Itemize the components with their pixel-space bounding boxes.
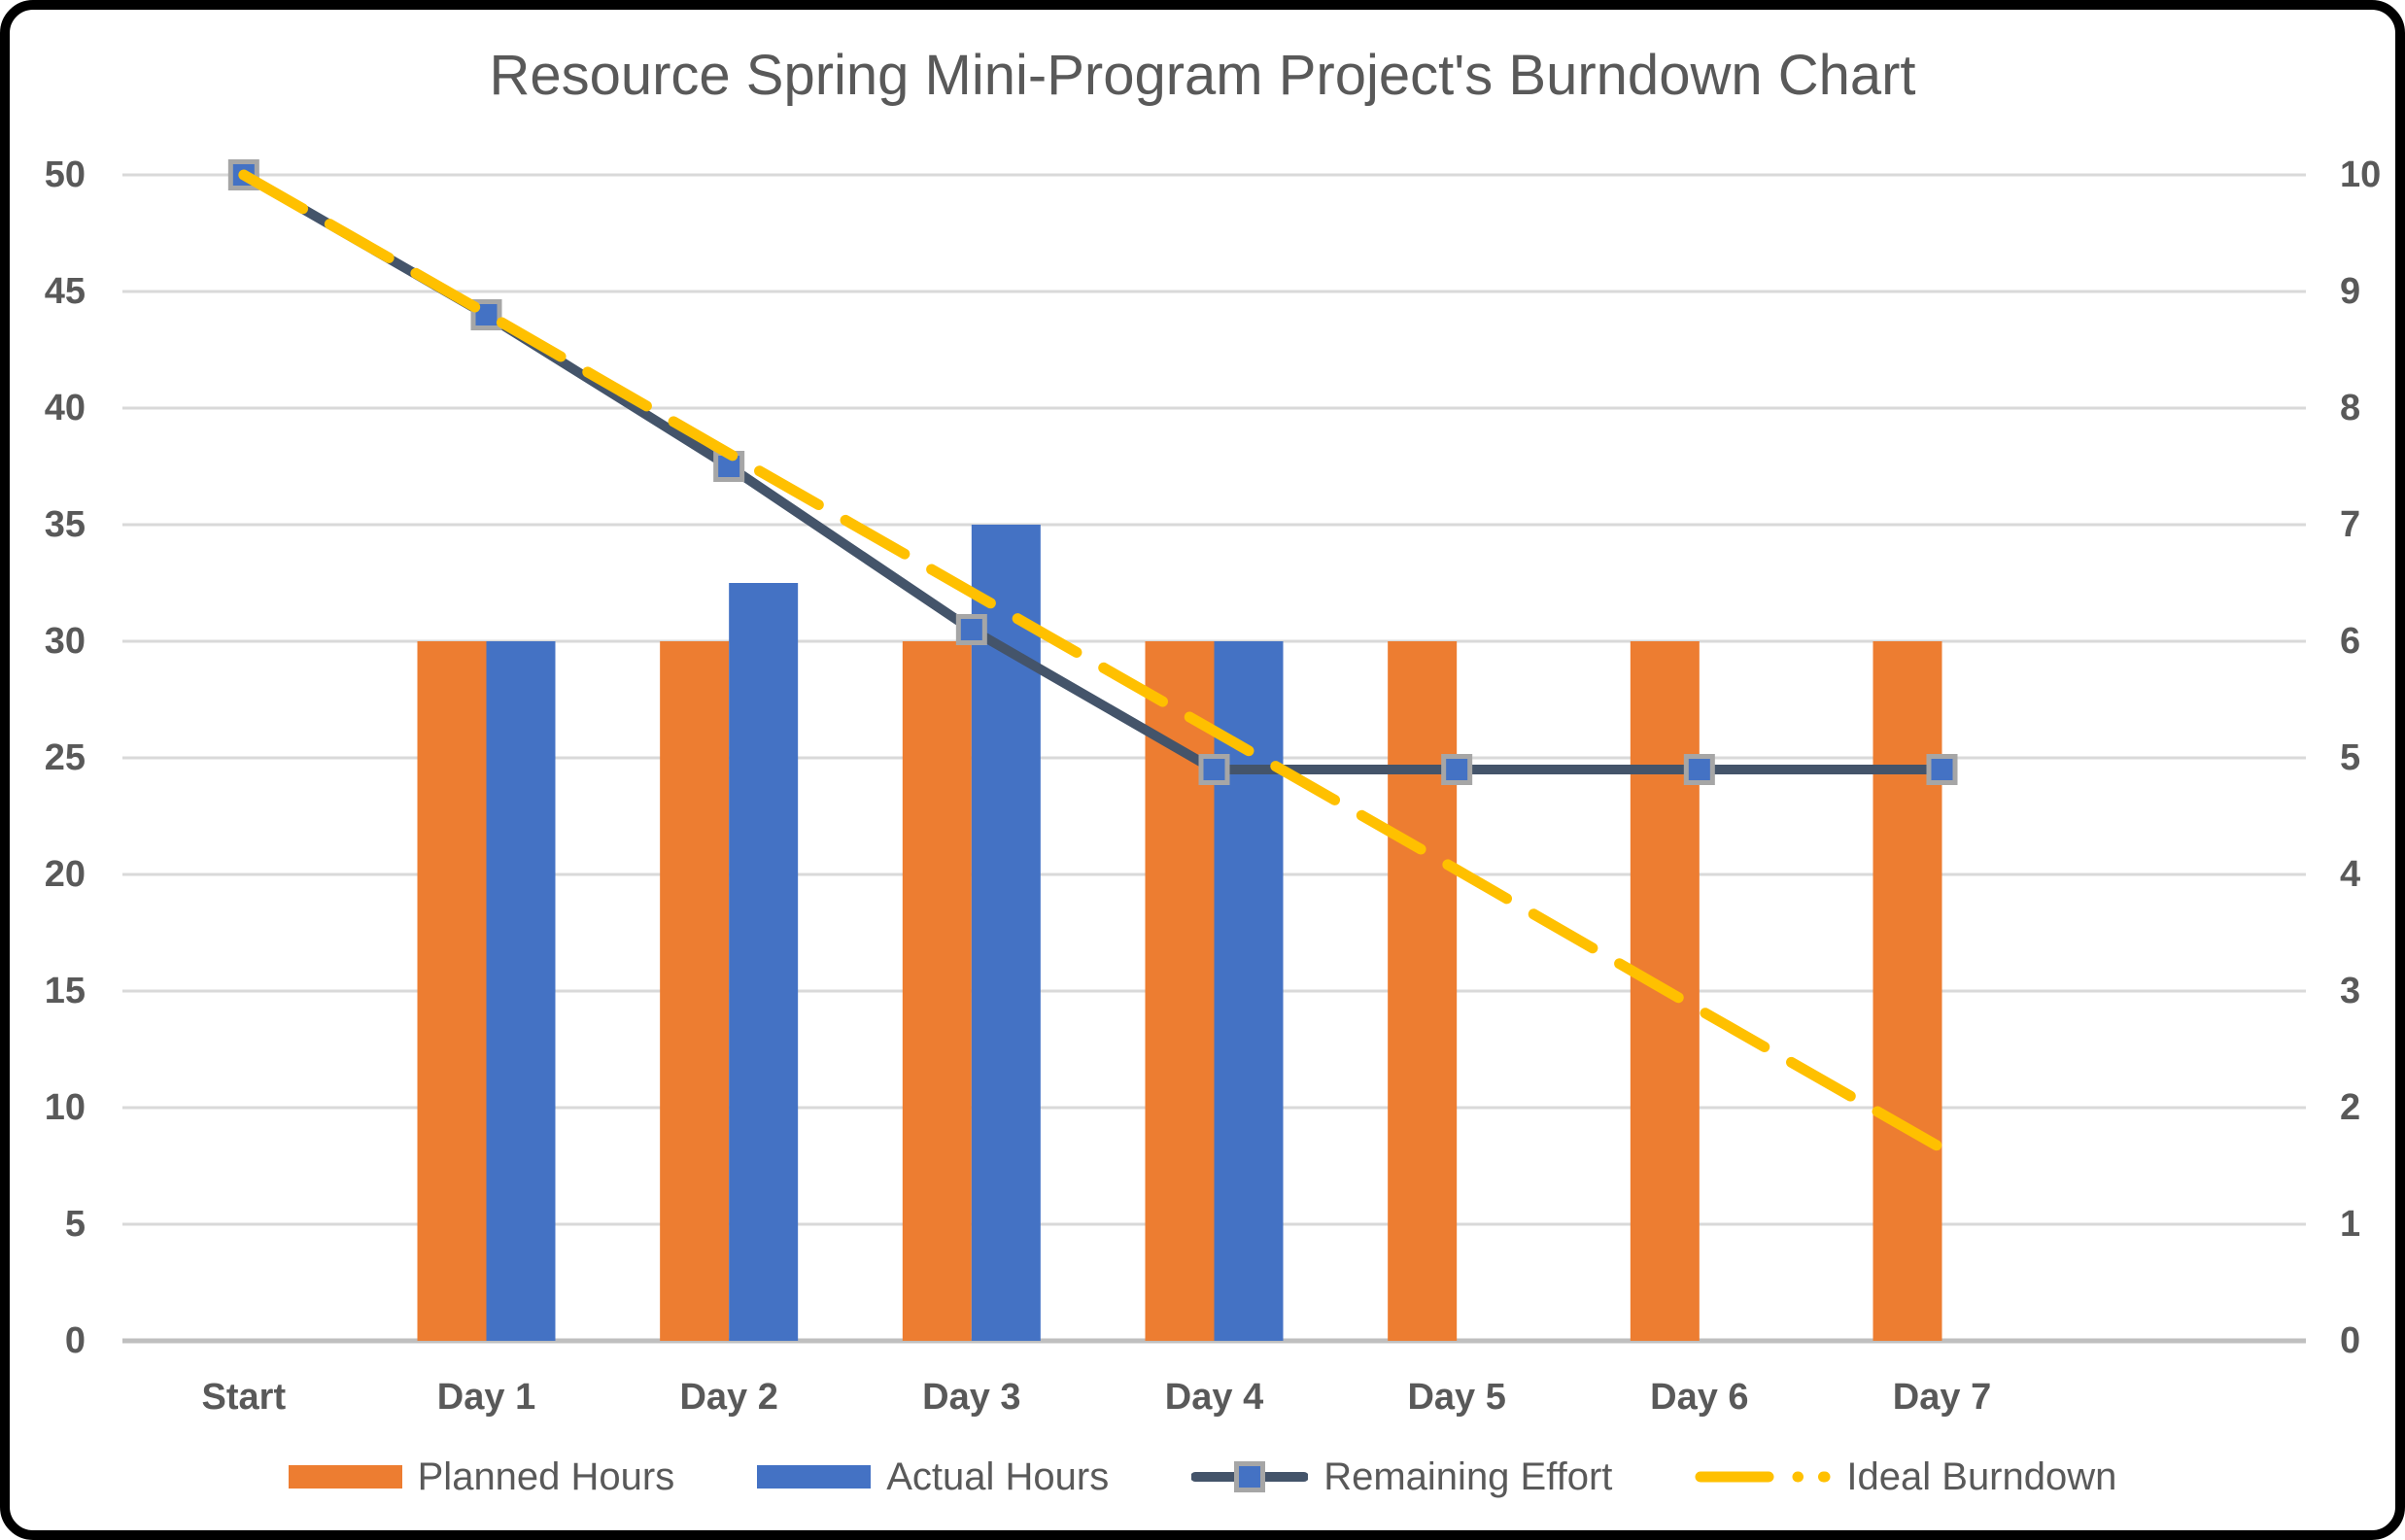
left-axis-tick-45: 45 — [45, 271, 86, 312]
left-axis-tick-10: 10 — [45, 1087, 86, 1128]
marker-remaining-effort-4 — [1198, 754, 1230, 785]
left-axis-tick-15: 15 — [45, 971, 86, 1011]
legend-item-planned-hours: Planned Hours — [288, 1454, 675, 1499]
bar-actual-hours-day-2 — [729, 583, 799, 1341]
x-axis-label-day-5: Day 5 — [1407, 1377, 1505, 1418]
right-axis-tick-7: 7 — [2340, 504, 2360, 545]
swatch-rect — [757, 1465, 872, 1489]
legend-label-remaining-effort: Remaining Effort — [1323, 1454, 1613, 1498]
legend-label-ideal-burndown: Ideal Burndown — [1846, 1454, 2117, 1498]
swatch-rect — [288, 1465, 402, 1489]
bar-planned-hours-day-5 — [1388, 641, 1458, 1341]
legend-label-actual-hours: Actual Hours — [886, 1454, 1110, 1498]
left-axis-tick-40: 40 — [45, 388, 86, 428]
marker-remaining-effort-7 — [1926, 754, 1958, 785]
left-axis-tick-35: 35 — [45, 504, 86, 545]
right-axis-tick-0: 0 — [2340, 1320, 2360, 1361]
left-axis-tick-25: 25 — [45, 737, 86, 778]
left-axis-tick-50: 50 — [45, 154, 86, 195]
x-axis-label-day-7: Day 7 — [1893, 1377, 1991, 1418]
ideal-burndown-swatch-icon — [1695, 1455, 1831, 1498]
right-axis-tick-4: 4 — [2340, 854, 2360, 895]
x-axis-label-day-3: Day 3 — [922, 1377, 1020, 1418]
right-axis-tick-6: 6 — [2340, 621, 2360, 662]
right-axis-tick-1: 1 — [2340, 1204, 2360, 1245]
marker-remaining-effort-3 — [955, 614, 987, 645]
right-axis-tick-5: 5 — [2340, 737, 2360, 778]
bar-actual-hours-day-1 — [486, 641, 556, 1341]
right-axis-tick-2: 2 — [2340, 1087, 2360, 1128]
right-axis-tick-10: 10 — [2340, 154, 2381, 195]
left-axis-tick-0: 0 — [65, 1320, 86, 1361]
x-axis-label-day-2: Day 2 — [679, 1377, 777, 1418]
line-ideal-burndown — [238, 169, 1947, 1154]
legend-item-ideal-burndown: Ideal Burndown — [1695, 1455, 2116, 1499]
marker-remaining-effort-6 — [1683, 754, 1715, 785]
legend-item-actual-hours: Actual Hours — [757, 1455, 1109, 1499]
legend-label-planned-hours: Planned Hours — [417, 1454, 675, 1498]
planned-hours-swatch-icon — [288, 1465, 402, 1489]
right-axis-tick-9: 9 — [2340, 271, 2360, 312]
right-axis-tick-3: 3 — [2340, 971, 2360, 1011]
burndown-chart-plot: 0 5 10 15 20 25 30 35 40 45 50 0 1 2 3 4 5 6 7 8 9 10 Start Day… — [10, 10, 2395, 1530]
x-axis-label-day-6: Day 6 — [1650, 1377, 1748, 1418]
x-axis-label-day-1: Day 1 — [437, 1377, 535, 1418]
left-axis-tick-20: 20 — [45, 854, 86, 895]
actual-hours-swatch-icon — [757, 1465, 872, 1489]
chart-legend: Planned Hours Actual Hours Remaining Eff… — [10, 1446, 2395, 1508]
x-axis-label-start: Start — [202, 1377, 287, 1418]
legend-item-remaining-effort: Remaining Effort — [1191, 1455, 1612, 1499]
bar-planned-hours-day-2 — [660, 641, 730, 1341]
left-axis-tick-5: 5 — [65, 1204, 86, 1245]
bar-planned-hours-day-7 — [1872, 641, 1942, 1341]
swatch-marker — [1234, 1461, 1266, 1492]
bar-planned-hours-day-1 — [417, 641, 487, 1341]
chart-title: Resource Spring Mini-Program Project's B… — [489, 44, 1916, 107]
remaining-effort-swatch-icon — [1191, 1455, 1309, 1498]
bar-planned-hours-day-3 — [902, 641, 972, 1341]
right-axis-tick-8: 8 — [2340, 388, 2360, 428]
x-axis-label-day-4: Day 4 — [1165, 1377, 1263, 1418]
left-axis-tick-30: 30 — [45, 621, 86, 662]
marker-remaining-effort-5 — [1441, 754, 1473, 785]
